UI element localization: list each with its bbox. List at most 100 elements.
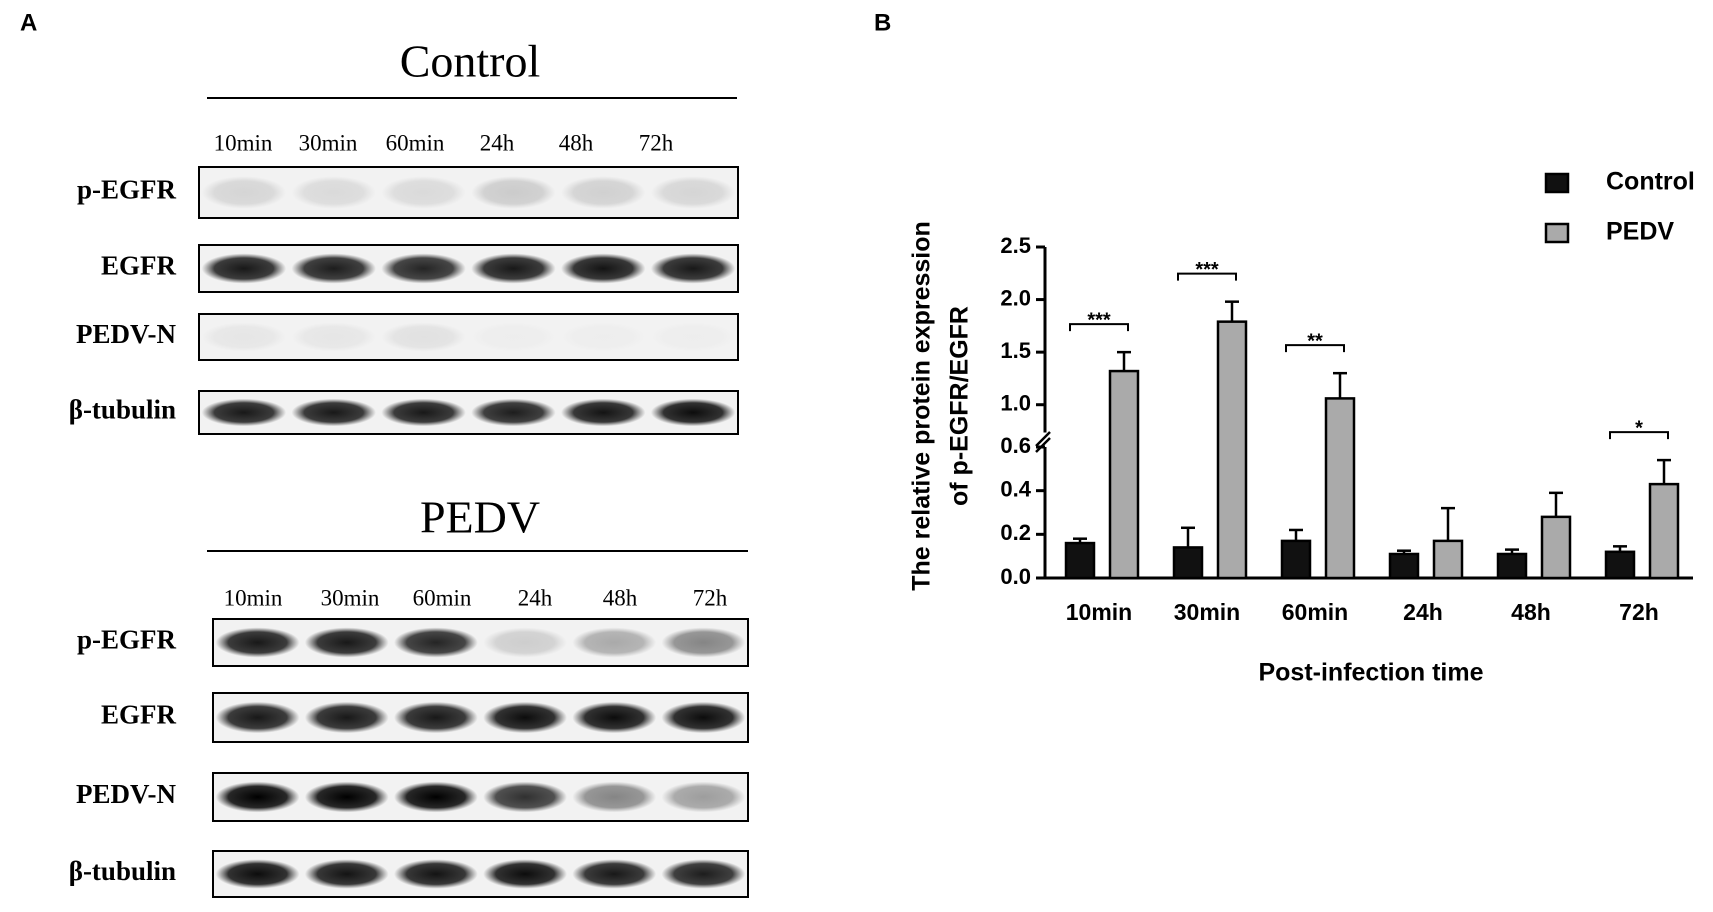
y-axis-label: The relative protein expression: [908, 221, 936, 591]
blot-band: [661, 627, 746, 658]
blot-box: [198, 244, 739, 293]
blot-band: [215, 701, 300, 734]
x-tick-label: 24h: [1403, 599, 1443, 625]
blot-band: [572, 781, 657, 813]
blot-band: [215, 859, 300, 889]
blot-band: [561, 253, 646, 284]
panel-label: A: [20, 9, 37, 36]
blot-band: [201, 176, 287, 209]
bar: [1604, 550, 1636, 580]
y-tick-label: 0.0: [1000, 564, 1031, 589]
y-tick-label: 1.5: [1000, 338, 1031, 363]
legend-label: Control: [1606, 168, 1695, 196]
x-tick-label: 60min: [1282, 599, 1348, 625]
row-label: β-tubulin: [69, 395, 176, 425]
bar: [1064, 541, 1096, 580]
bar: [1388, 552, 1420, 580]
legend-swatch: [1544, 222, 1570, 244]
blot-band: [471, 322, 555, 351]
significance-label: **: [1307, 330, 1323, 352]
bar: [1648, 482, 1680, 580]
blot-band: [572, 859, 657, 889]
x-tick-label: 72h: [1619, 599, 1659, 625]
blot-band: [483, 627, 567, 658]
lane-label: 24h: [480, 130, 515, 155]
blot-band: [381, 253, 466, 284]
significance-label: *: [1635, 417, 1643, 439]
lane-label: 48h: [559, 130, 594, 155]
blot-band: [651, 322, 735, 351]
lane-label: 30min: [299, 130, 358, 155]
blot-band: [483, 781, 567, 813]
blot-band: [650, 398, 736, 427]
x-tick-label: 48h: [1511, 599, 1551, 625]
legend-label: PEDV: [1606, 218, 1674, 246]
panel-label: B: [874, 9, 891, 36]
blot-box: [198, 390, 739, 435]
blot-band: [650, 176, 736, 209]
lane-label: 60min: [413, 585, 472, 610]
row-label: p-EGFR: [77, 625, 177, 655]
axis-break: [1035, 431, 1051, 447]
bar: [1172, 546, 1204, 580]
blot-band: [215, 781, 300, 813]
blot-box: [198, 166, 739, 219]
blot-box: [212, 850, 749, 898]
significance-bracket: [1285, 344, 1345, 353]
bar: [1108, 369, 1140, 580]
lane-label: 10min: [224, 585, 283, 610]
blot-band: [304, 701, 389, 734]
y-tick-label: 2.0: [1000, 285, 1031, 310]
y-tick-label: 0.2: [1000, 520, 1031, 545]
blot-band: [471, 253, 556, 284]
row-label: PEDV-N: [76, 319, 176, 349]
axis-break: [1035, 437, 1051, 453]
blot-band: [394, 627, 478, 658]
blot-band: [650, 253, 736, 284]
blot-band: [381, 176, 466, 209]
y-tick-label: 2.5: [1000, 233, 1031, 258]
blot-band: [291, 176, 376, 209]
blot-band: [304, 627, 389, 658]
row-label: β-tubulin: [69, 856, 176, 886]
blot-band: [381, 398, 466, 427]
significance-bracket: [1177, 272, 1237, 281]
row-label: PEDV-N: [76, 779, 176, 809]
blot-band: [291, 398, 376, 427]
significance-label: ***: [1195, 259, 1219, 281]
blot-title: PEDV: [420, 492, 540, 543]
y-tick-label: 0.4: [1000, 476, 1031, 501]
blot-band: [201, 253, 287, 284]
lane-label: 24h: [518, 585, 553, 610]
lane-label: 48h: [603, 585, 638, 610]
blot-band: [561, 176, 646, 209]
x-tick-label: 30min: [1174, 599, 1240, 625]
row-label: p-EGFR: [77, 175, 177, 205]
blot-band: [572, 627, 657, 658]
bar: [1324, 397, 1356, 580]
blot-band: [572, 701, 657, 734]
lane-label: 72h: [639, 130, 674, 155]
lane-label: 60min: [386, 130, 445, 155]
blot-band: [661, 781, 746, 813]
blot-band: [381, 322, 466, 352]
blot-band: [394, 781, 478, 813]
blot-band: [394, 701, 478, 734]
blot-title: Control: [400, 36, 541, 87]
blot-band: [291, 253, 376, 284]
blot-band: [471, 398, 556, 427]
blot-box: [212, 772, 749, 822]
y-tick-label: 0.6: [1000, 433, 1031, 458]
blot-box: [212, 618, 749, 667]
significance-bracket: [1609, 431, 1669, 440]
lane-label: 10min: [214, 130, 273, 155]
bar: [1540, 515, 1572, 580]
blot-band: [483, 701, 567, 734]
bar: [1216, 320, 1248, 580]
blot-band: [561, 322, 645, 351]
legend-swatch: [1544, 172, 1570, 194]
blot-box: [198, 313, 739, 361]
y-axis-label: of p-EGFR/EGFR: [946, 306, 974, 506]
